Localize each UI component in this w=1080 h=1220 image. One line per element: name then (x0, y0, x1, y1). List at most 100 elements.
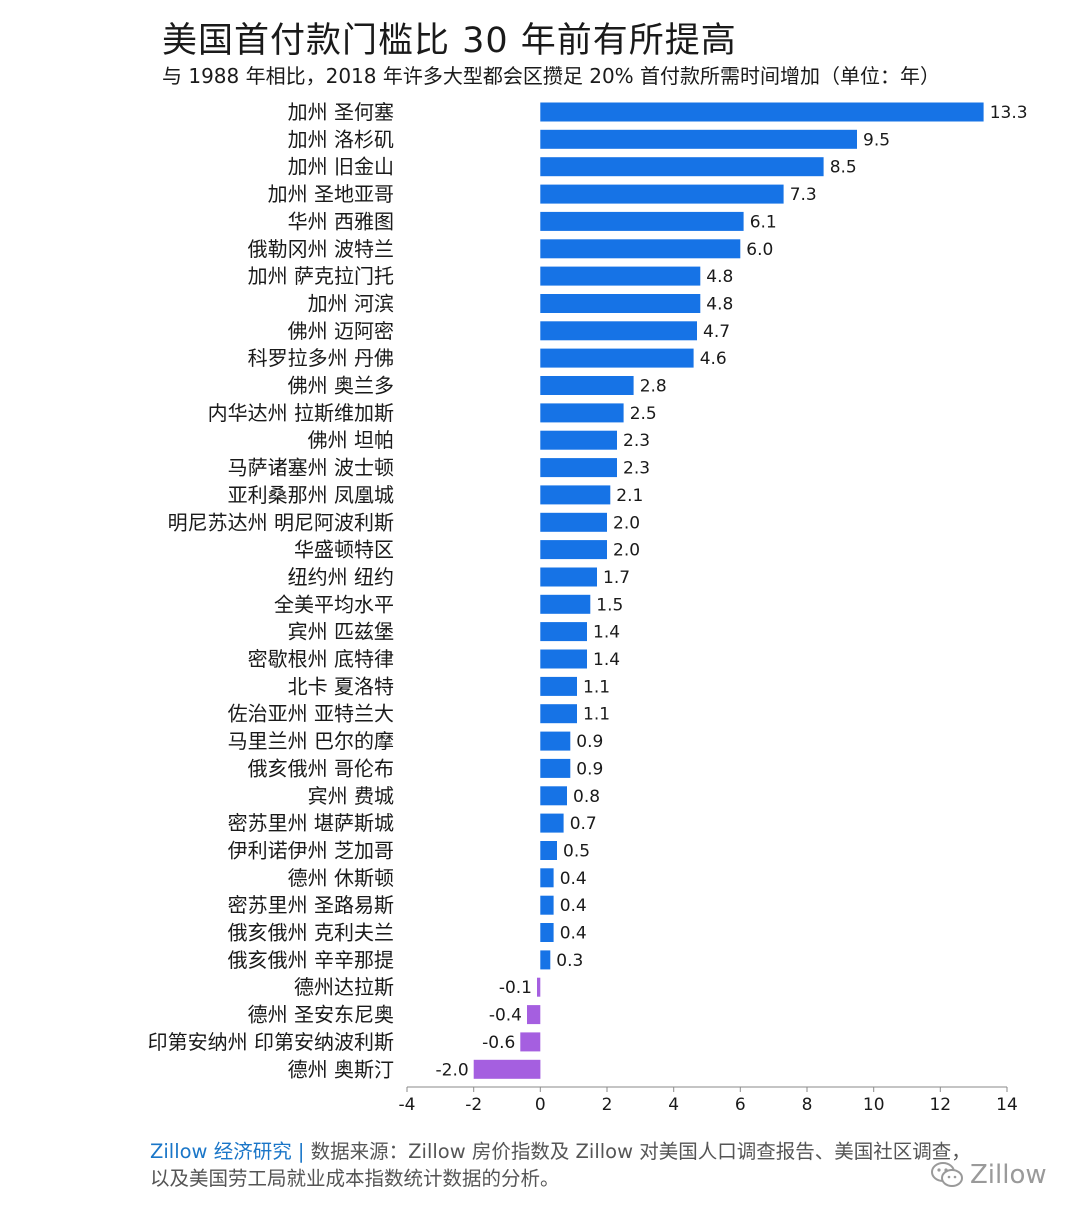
footer-source-text: 数据来源：Zillow 房价指数及 Zillow 对美国人口调查报告、美国社区调… (310, 1140, 971, 1163)
category-label: 科罗拉多州 丹佛 (248, 346, 394, 370)
data-label: 8.5 (830, 158, 857, 178)
bar (540, 184, 784, 204)
data-label: -0.1 (499, 978, 532, 998)
x-tick-label: 6 (735, 1095, 746, 1115)
footer-brand: Zillow 经济研究 (150, 1140, 292, 1163)
category-label: 加州 洛杉矶 (288, 127, 394, 151)
x-tick-label: 8 (802, 1095, 813, 1115)
bar (540, 704, 577, 724)
category-label: 德州达拉斯 (294, 975, 394, 999)
bar (540, 786, 567, 806)
data-label: 0.8 (573, 787, 600, 807)
watermark: Zillow (930, 1160, 1047, 1190)
data-label: 0.9 (576, 732, 603, 752)
category-label: 俄亥俄州 哥伦布 (248, 756, 394, 780)
data-label: 1.5 (596, 595, 623, 615)
category-label: 华州 西雅图 (288, 209, 394, 233)
data-label: 7.3 (790, 185, 817, 205)
category-label: 全美平均水平 (274, 592, 394, 616)
bar (540, 731, 571, 751)
category-label: 俄亥俄州 辛辛那提 (228, 948, 394, 972)
category-label: 密歇根州 底特律 (248, 647, 394, 671)
bar (540, 102, 984, 122)
category-label: 纽约州 纽约 (288, 565, 394, 589)
bar (540, 403, 624, 423)
category-label: 北卡 夏洛特 (288, 674, 394, 698)
bar (540, 157, 824, 177)
x-tick-label: -2 (465, 1095, 482, 1115)
data-label: 4.8 (706, 295, 733, 315)
data-label: 2.3 (623, 431, 650, 451)
data-label: 0.4 (560, 924, 587, 944)
data-label: 4.8 (706, 267, 733, 287)
x-tick-label: 2 (602, 1095, 613, 1115)
x-tick-label: 0 (535, 1095, 546, 1115)
bar (540, 567, 597, 587)
data-label: 2.5 (630, 404, 657, 424)
bar (537, 977, 541, 997)
data-label: 0.4 (560, 869, 587, 889)
category-label: 佛州 坦帕 (308, 428, 394, 452)
bar (540, 294, 701, 313)
data-label: 0.3 (556, 951, 583, 971)
x-tick-label: -4 (399, 1095, 416, 1115)
bar (540, 758, 571, 778)
data-label: 0.5 (563, 842, 590, 862)
bar (540, 594, 591, 614)
bar (540, 622, 587, 642)
data-label: 0.9 (576, 759, 603, 779)
bar (540, 540, 607, 560)
bar (540, 348, 694, 368)
data-label: 4.6 (700, 349, 727, 369)
data-label: 1.7 (603, 568, 630, 588)
bar (540, 129, 857, 149)
category-label: 明尼苏达州 明尼阿波利斯 (168, 510, 394, 534)
x-tick-label: 12 (929, 1095, 951, 1115)
bar (540, 430, 617, 450)
category-label: 德州 奥斯汀 (288, 1057, 394, 1081)
bar (540, 813, 564, 833)
category-label: 密苏里州 圣路易斯 (228, 893, 394, 917)
footer-line-1: Zillow 经济研究 | 数据来源：Zillow 房价指数及 Zillow 对… (150, 1138, 971, 1165)
x-tick-label: 10 (863, 1095, 885, 1115)
category-label: 密苏里州 堪萨斯城 (228, 811, 394, 835)
bar (540, 458, 617, 478)
category-label: 伊利诺伊州 芝加哥 (228, 839, 394, 863)
category-label: 俄亥俄州 克利夫兰 (228, 921, 394, 945)
data-label: 1.1 (583, 705, 610, 725)
data-label: 0.7 (570, 814, 597, 834)
bar (540, 239, 741, 259)
data-label: 2.3 (623, 459, 650, 479)
data-label: 9.5 (863, 130, 890, 150)
data-label: 1.1 (583, 677, 610, 697)
category-label: 佛州 迈阿密 (288, 319, 394, 343)
category-label: 加州 圣何塞 (288, 100, 394, 124)
category-label: 宾州 匹兹堡 (288, 620, 394, 644)
bar (540, 485, 611, 505)
chart-subtitle: 与 1988 年相比，2018 年许多大型都会区攒足 20% 首付款所需时间增加… (162, 64, 941, 88)
bar (540, 868, 554, 888)
data-label: 1.4 (593, 623, 620, 643)
category-label: 马萨诸塞州 波士顿 (228, 456, 394, 480)
category-label: 印第安纳州 印第安纳波利斯 (148, 1030, 394, 1054)
data-label: 4.7 (703, 322, 730, 342)
footer-source: Zillow 经济研究 | 数据来源：Zillow 房价指数及 Zillow 对… (150, 1138, 971, 1192)
category-label: 加州 萨克拉门托 (248, 264, 394, 288)
bar (540, 512, 607, 532)
category-label: 佐治亚州 亚特兰大 (228, 702, 394, 726)
category-label: 德州 圣安东尼奥 (248, 1003, 394, 1027)
bar (540, 950, 551, 970)
category-label: 佛州 奥兰多 (288, 374, 394, 398)
bar-chart: 加州 圣何塞 13.3 加州 洛杉矶 9.5 加州 旧金山 8.5 加州 圣地亚哥 7.3 华州… (148, 100, 1028, 1115)
watermark-text: Zillow (970, 1160, 1047, 1190)
bar (540, 841, 557, 860)
data-label: 0.4 (560, 896, 587, 916)
bar (540, 211, 744, 231)
bar (540, 266, 701, 286)
bar (540, 895, 554, 915)
category-label: 加州 旧金山 (288, 155, 394, 179)
data-label: 1.4 (593, 650, 620, 670)
category-label: 马里兰州 巴尔的摩 (228, 729, 394, 753)
data-label: -0.6 (482, 1033, 515, 1053)
bar (540, 923, 554, 942)
